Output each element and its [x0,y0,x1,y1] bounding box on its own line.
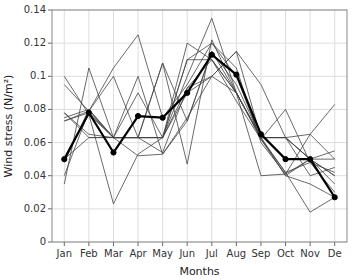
y-axis: 0 0.02 0.04 0.06 0.08 0.1 0.12 0.14 [24,4,52,247]
grid-line [236,10,237,242]
tick-label: 0.14 [24,4,46,15]
marker [185,90,190,95]
tick [113,242,114,246]
grid-line [88,10,89,242]
marker [283,157,288,162]
grid-line [52,175,347,176]
tick [48,109,52,110]
tick-label: 0.02 [24,203,46,214]
y-axis-label: Wind stress (N/m²) [2,75,15,178]
tick [48,208,52,209]
tick-label: Sep [252,248,271,259]
tick [88,242,89,246]
tick [64,242,65,246]
tick [260,242,261,246]
plot-frame [52,10,347,242]
tick-label: 0.1 [30,70,46,81]
tick-label: 0.06 [24,137,46,148]
tick-label: Jun [178,248,195,259]
tick-label: 0.04 [24,170,46,181]
marker [332,195,337,200]
tick-label: May [152,248,173,259]
mean-line [64,55,334,198]
marker [135,113,140,118]
tick-label: Jul [205,248,218,259]
line [64,43,334,159]
plot-area [52,10,347,242]
grid-line [260,10,261,242]
tick [334,242,335,246]
grid [52,10,347,242]
grid-line [52,109,347,110]
line [64,18,334,204]
tick [187,242,188,246]
series-group [62,18,338,212]
tick [48,175,52,176]
tick-label: Nov [300,248,320,259]
marker [209,52,214,57]
grid-line [52,43,347,44]
marker [160,115,165,120]
tick [162,242,163,246]
grid-line [52,208,347,209]
tick [285,242,286,246]
tick-label: Jan [56,248,72,259]
tick [48,76,52,77]
tick [211,242,212,246]
tick-label: Aug [227,248,247,259]
x-axis-label: Months [179,265,219,278]
line [64,51,334,172]
tick [236,242,237,246]
grid-line [285,10,286,242]
tick-label: De [328,248,342,259]
line [64,35,334,184]
line [64,60,334,193]
tick-label: 0.12 [24,37,46,48]
tick [138,242,139,246]
grid-line [52,76,347,77]
marker [111,150,116,155]
chart: 0 0.02 0.04 0.06 0.08 0.1 0.12 0.14 Jan Feb Mar Apr… [0,0,357,280]
marker [86,110,91,115]
grid-line [162,10,163,242]
grid-line [64,10,65,242]
grid-line [113,10,114,242]
tick [310,242,311,246]
tick-label: 0.08 [24,103,46,114]
line [64,68,334,184]
marker [62,157,67,162]
tick-label: Feb [80,248,98,259]
grid-line [211,10,212,242]
grid-line [334,10,335,242]
tick [48,43,52,44]
marker [234,72,239,77]
tick [48,10,52,11]
x-axis: Jan Feb Mar Apr May Jun Jul Aug Sep Oct Nov De [56,242,342,259]
tick [48,142,52,143]
grid-line [310,10,311,242]
tick [48,242,52,243]
line [64,43,334,176]
tick-label: Apr [129,248,147,259]
grid-line [138,10,139,242]
tick-label: Oct [277,248,294,259]
marker [258,132,263,137]
tick-label: Mar [104,248,124,259]
line [64,40,334,212]
marker [308,157,313,162]
tick-label: 0 [40,236,46,247]
